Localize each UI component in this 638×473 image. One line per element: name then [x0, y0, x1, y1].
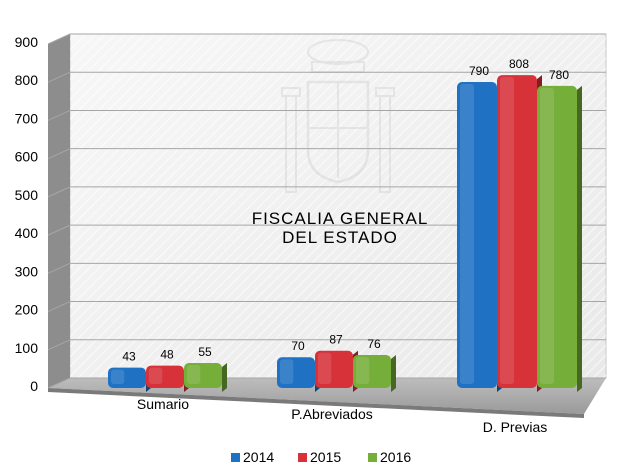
legend-swatch [368, 453, 377, 462]
bar-highlight [500, 77, 514, 385]
bar [184, 362, 227, 392]
y-tick-label: 500 [15, 187, 39, 203]
watermark-line-1: FISCALIA GENERAL [252, 209, 429, 228]
floor-edge [48, 388, 584, 418]
bar-value-label: 43 [122, 350, 136, 364]
gridline-side [47, 71, 71, 83]
y-tick-label: 100 [15, 340, 39, 356]
side-wall [48, 34, 70, 388]
y-tick-label: 900 [15, 34, 39, 50]
gridline-side [47, 186, 71, 198]
y-axis: 0 100 200 300 400 500 600 700 800 900 [15, 34, 39, 394]
bar [457, 82, 502, 393]
legend-label: 2015 [310, 449, 341, 465]
bar-face [353, 354, 391, 388]
legend-label: 2016 [380, 449, 411, 465]
gridline-side [47, 148, 71, 160]
gridline-side [47, 109, 71, 121]
bar-value-label: 87 [329, 333, 343, 347]
gridline-side [47, 33, 71, 45]
bar-face [537, 85, 577, 388]
bar-side [391, 354, 396, 392]
bar-value-label: 808 [509, 57, 529, 71]
watermark: FISCALIA GENERAL DEL ESTADO [252, 39, 429, 247]
bar-face [315, 350, 353, 388]
y-tick-label: 300 [15, 263, 39, 279]
bar [315, 350, 358, 392]
bar-face [146, 365, 184, 388]
gridline-side [47, 224, 71, 236]
bar-highlight [149, 367, 163, 384]
legend-label: 2014 [243, 449, 274, 465]
bar [353, 354, 396, 392]
y-tick-label: 800 [15, 72, 39, 88]
x-category-label: D. Previas [483, 419, 548, 435]
y-tick-label: 200 [15, 302, 39, 318]
legend-swatch [231, 453, 240, 462]
y-tick-label: 400 [15, 225, 39, 241]
coat-of-arms-icon [281, 39, 395, 193]
bar-highlight [280, 359, 294, 384]
bar-value-label: 76 [367, 337, 381, 351]
bar-highlight [356, 356, 370, 384]
gridline-side [47, 377, 71, 389]
y-tick-label: 0 [30, 378, 38, 394]
x-category-label: Sumario [137, 396, 189, 412]
y-tick-label: 700 [15, 110, 39, 126]
gridline-side [47, 301, 71, 313]
gridline-side [47, 339, 71, 351]
y-tick-label: 600 [15, 149, 39, 165]
watermark-line-2: DEL ESTADO [282, 228, 398, 247]
gridline-side [47, 262, 71, 274]
bar-face [184, 362, 222, 388]
bar-highlight [187, 364, 201, 384]
legend-swatch [298, 453, 307, 462]
bar-side [577, 85, 582, 392]
bar-face [497, 75, 537, 389]
bar-face [108, 367, 146, 388]
x-category-label: P.Abreviados [291, 406, 372, 422]
bar-value-label: 48 [160, 348, 174, 362]
bar-value-label: 70 [291, 339, 305, 353]
bar-highlight [460, 84, 474, 385]
bar-value-label: 780 [549, 68, 569, 82]
bars [108, 75, 582, 393]
bar [497, 75, 542, 393]
bar-value-label: 55 [198, 345, 212, 359]
bar-highlight [111, 369, 125, 384]
bar-face [277, 357, 315, 388]
bar-side [222, 362, 227, 392]
data-labels: 43 48 55 70 87 76 790 808 780 [122, 57, 569, 363]
bar-value-label: 790 [469, 64, 489, 78]
bar-face [457, 82, 497, 389]
bar-highlight [540, 87, 554, 384]
legend: 2014 2015 2016 [231, 449, 411, 465]
bar [537, 85, 582, 392]
bar-highlight [318, 352, 332, 384]
x-axis: Sumario P.Abreviados D. Previas [137, 396, 547, 435]
